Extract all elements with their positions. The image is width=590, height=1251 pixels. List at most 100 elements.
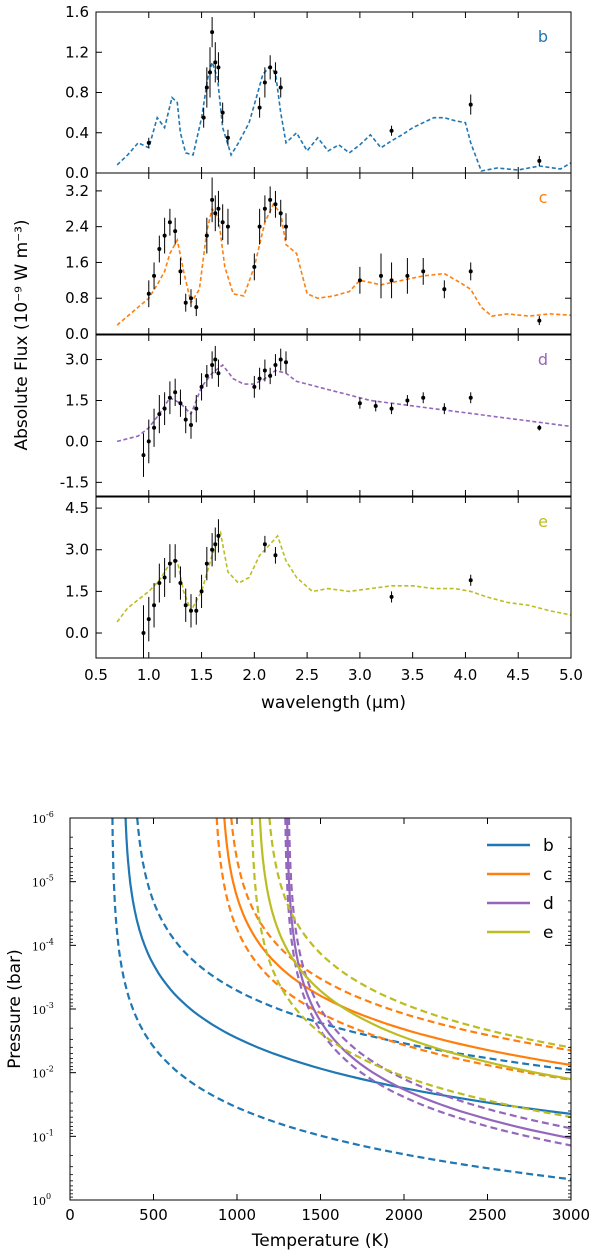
data-point: [421, 395, 426, 400]
data-point: [252, 264, 257, 269]
data-point: [173, 558, 178, 563]
legend-label-d: d: [543, 894, 554, 914]
data-point: [146, 617, 151, 622]
data-point: [152, 603, 157, 608]
data-point: [204, 233, 209, 238]
data-point: [213, 357, 218, 362]
data-point: [262, 368, 267, 373]
data-point: [173, 229, 178, 234]
y-tick-label: 1.2: [65, 43, 89, 61]
data-point: [216, 206, 221, 211]
model-line-d: [116, 363, 572, 443]
data-point: [252, 384, 257, 389]
data-point: [273, 363, 278, 368]
x-tick-label: 2500: [468, 1206, 506, 1224]
data-point: [273, 202, 278, 207]
y-tick-label: -1.5: [60, 473, 89, 491]
data-point: [178, 581, 183, 586]
data-point: [468, 395, 473, 400]
data-point: [199, 384, 204, 389]
data-point: [210, 363, 215, 368]
data-point: [216, 533, 221, 538]
data-point: [213, 60, 218, 65]
x-axis-title: wavelength (μm): [261, 693, 406, 713]
y-tick-label: 0.0: [65, 164, 89, 182]
x-tick-label: 1500: [301, 1206, 339, 1224]
profile-line-b: [124, 818, 571, 1116]
y-tick-exponent: -5: [46, 874, 54, 883]
data-point: [278, 85, 283, 90]
data-point: [220, 110, 225, 115]
data-point: [216, 371, 221, 376]
data-point: [268, 197, 273, 202]
data-point: [146, 439, 151, 444]
x-tick-label: 1000: [218, 1206, 256, 1224]
y-tick-label: 0.0: [65, 624, 89, 642]
profile-upper-b: [136, 818, 571, 1072]
x-tick-label: 2.0: [242, 666, 266, 684]
data-point: [183, 300, 188, 305]
y-tick-base: 10: [32, 877, 46, 890]
y-tick-base: 10: [32, 1131, 46, 1144]
data-point: [194, 406, 199, 411]
x-tick-label: 0: [65, 1206, 75, 1224]
data-point: [268, 65, 273, 70]
data-point: [204, 85, 209, 90]
data-point: [208, 70, 212, 75]
data-point: [468, 269, 473, 274]
data-point: [210, 30, 215, 35]
data-point: [278, 357, 283, 362]
x-tick-label: 2000: [385, 1206, 423, 1224]
y-tick-base: 10: [32, 1004, 46, 1017]
data-point: [537, 158, 542, 163]
data-point: [262, 80, 267, 85]
data-point: [220, 220, 225, 225]
y-tick-exponent: 0: [46, 1192, 51, 1201]
x-tick-label: 3.0: [348, 666, 372, 684]
data-point: [273, 70, 278, 75]
data-point: [183, 603, 188, 608]
y-tick-label: 0.4: [65, 124, 89, 142]
x-tick-label: 4.0: [454, 666, 478, 684]
data-point: [173, 390, 178, 395]
y-tick-label: 10-2: [32, 1065, 54, 1081]
panel-letter-e: e: [538, 512, 548, 531]
panel-frame: [95, 11, 572, 174]
profile-lower-e: [250, 818, 571, 1119]
data-point: [257, 105, 262, 110]
data-point: [213, 542, 218, 547]
y-tick-label: 3.2: [65, 182, 89, 200]
data-point: [141, 453, 146, 458]
y-axis-title: Pressure (bar): [5, 949, 25, 1068]
profile-upper-c: [230, 818, 571, 1052]
data-point: [225, 224, 230, 229]
panel-frame: [95, 334, 572, 497]
profile-lower-c: [215, 818, 571, 1081]
plot-area: [111, 818, 571, 1181]
x-tick-label: 500: [139, 1206, 168, 1224]
data-point: [421, 269, 426, 274]
data-point: [468, 578, 473, 583]
data-point: [284, 224, 288, 229]
spectrum-panel-e: 0.0 1.5 3.0 4.5 e: [65, 496, 572, 659]
data-point: [141, 631, 146, 636]
data-point: [167, 395, 172, 400]
data-point: [204, 561, 209, 566]
x-tick-label: 2.5: [295, 666, 319, 684]
data-point: [357, 278, 362, 283]
data-point: [157, 412, 162, 417]
data-point: [357, 401, 362, 406]
y-tick-label: 0.0: [65, 325, 89, 343]
y-tick-exponent: -4: [46, 937, 54, 946]
panel-letter-c: c: [539, 188, 548, 207]
y-tick-label: 1.5: [65, 391, 89, 409]
data-point: [210, 547, 215, 552]
data-point: [162, 406, 167, 411]
data-point: [537, 318, 542, 323]
y-tick-label: 10-6: [32, 810, 54, 826]
y-tick-label: 3.0: [65, 541, 89, 559]
data-point: [183, 417, 188, 422]
profile-upper-e: [268, 818, 571, 1049]
